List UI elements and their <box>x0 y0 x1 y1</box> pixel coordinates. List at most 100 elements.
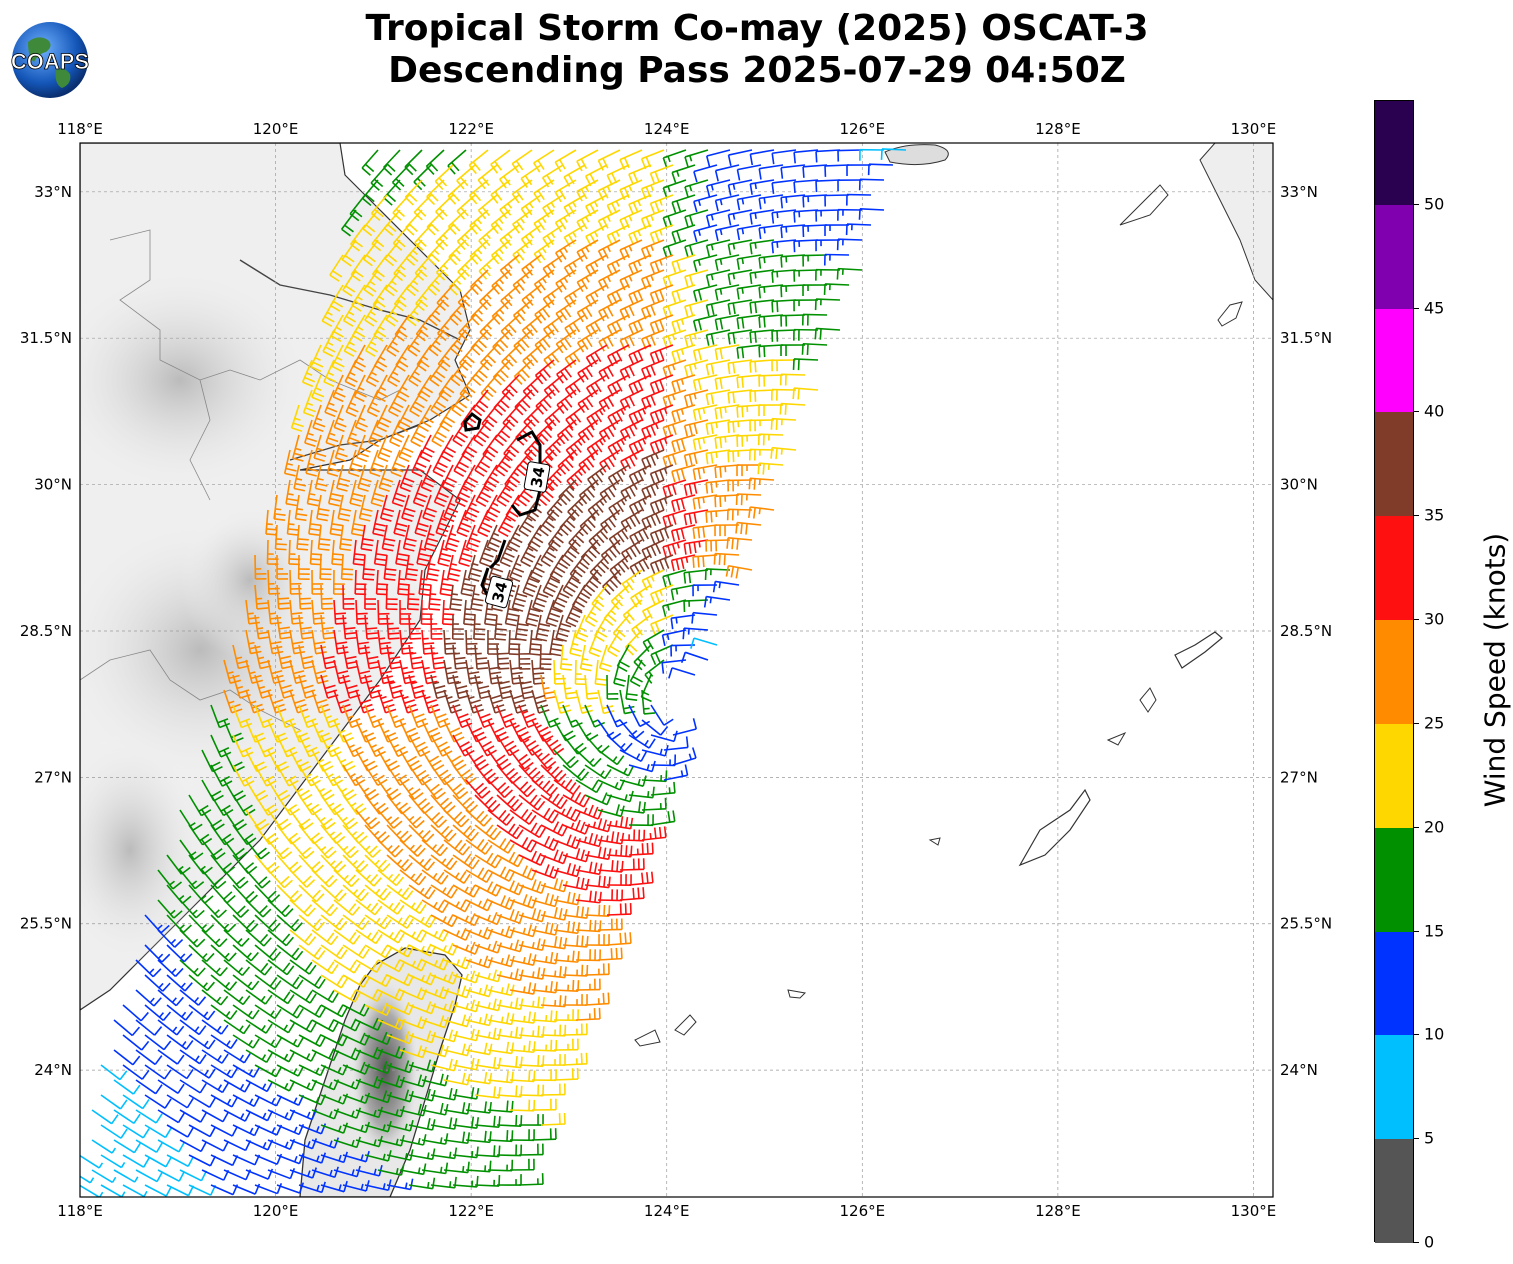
wind-barb <box>397 569 401 594</box>
wind-barb-feather <box>399 830 409 840</box>
wind-barb-half-feather <box>327 371 334 376</box>
wind-barb <box>267 689 277 713</box>
wind-barb <box>580 539 599 558</box>
wind-barb-feather <box>312 918 322 928</box>
wind-barb <box>629 494 652 507</box>
wind-barb <box>298 644 305 669</box>
wind-barb-feather <box>293 650 306 655</box>
wind-barb <box>555 179 577 194</box>
wind-barb-half-feather <box>329 462 337 466</box>
wind-barb <box>381 524 388 549</box>
wind-barb-feather <box>501 762 512 771</box>
wind-barb-feather <box>582 588 593 597</box>
wind-barb <box>565 374 586 390</box>
wind-barb-feather <box>611 732 622 741</box>
wind-barb <box>474 644 478 669</box>
wind-barb <box>728 329 753 335</box>
wind-barb-feather <box>558 879 564 891</box>
wind-barb-half-feather <box>537 752 543 758</box>
wind-barb <box>289 809 305 830</box>
wind-barb <box>706 299 731 306</box>
wind-barb <box>641 239 665 250</box>
wind-barb <box>509 899 533 909</box>
wind-barb-feather <box>418 875 427 886</box>
wind-barb-feather <box>518 529 529 537</box>
wind-barb <box>606 913 632 916</box>
wind-barb-feather <box>599 530 609 540</box>
wind-barb-feather <box>754 302 758 314</box>
wind-barb-feather <box>591 780 599 791</box>
wind-barb-half-feather <box>464 886 469 893</box>
wind-barb <box>298 614 303 639</box>
wind-barb-feather <box>556 373 564 384</box>
wind-barb-half-feather <box>307 432 314 436</box>
wind-barb <box>598 209 621 222</box>
wind-barb-feather <box>311 860 321 870</box>
wind-barb-feather <box>563 730 574 738</box>
wind-barb <box>586 404 608 419</box>
wind-barb-feather <box>330 775 341 783</box>
wind-barb-feather <box>547 617 559 623</box>
wind-barb <box>188 1004 209 1021</box>
wind-barb-feather <box>467 446 478 454</box>
wind-barb-half-feather <box>737 421 740 428</box>
wind-barb-feather <box>468 506 480 514</box>
wind-barb-feather <box>557 823 564 835</box>
wind-barb-half-feather <box>689 155 693 162</box>
wind-barb-half-feather <box>455 279 462 285</box>
wind-barb-feather <box>632 887 635 900</box>
wind-barb-feather <box>445 547 457 552</box>
wind-barb-feather <box>736 347 740 359</box>
wind-barb <box>364 914 386 930</box>
wind-barb-half-feather <box>419 548 427 551</box>
wind-barb-feather <box>564 297 572 308</box>
wind-barb-half-feather <box>710 274 714 281</box>
wind-barb-feather <box>291 612 303 615</box>
wind-barb <box>641 149 665 160</box>
wind-barb-feather <box>266 861 277 871</box>
wind-barb-feather <box>691 747 697 759</box>
wind-barb-feather <box>219 775 231 783</box>
wind-barb-feather <box>578 794 586 805</box>
wind-barb <box>662 359 687 369</box>
wind-barb <box>320 614 325 639</box>
wind-barb-feather <box>697 349 702 361</box>
wind-barb <box>469 179 489 197</box>
wind-barb-feather <box>262 908 272 918</box>
wind-barb <box>333 989 356 1003</box>
wind-barb <box>449 584 454 609</box>
wind-barb-feather <box>362 578 375 581</box>
wind-barb-half-feather <box>410 652 417 655</box>
wind-barb-feather <box>494 191 503 201</box>
wind-barb-feather <box>588 651 600 658</box>
wind-barb <box>518 734 533 756</box>
wind-barb-feather <box>697 379 702 391</box>
wind-barb <box>621 539 643 554</box>
wind-barb <box>629 554 652 568</box>
wind-barb-feather <box>573 473 583 484</box>
wind-barb <box>512 179 533 195</box>
wind-barb-feather <box>428 317 438 327</box>
wind-barb-feather <box>467 476 479 484</box>
wind-barb-feather <box>372 532 384 537</box>
wind-barb-feather <box>615 351 623 362</box>
wind-barb-feather <box>509 414 519 424</box>
wind-barb-feather <box>198 804 209 812</box>
wind-barb-feather <box>397 593 409 596</box>
wind-barb-feather <box>469 941 476 953</box>
wind-barb-feather <box>693 482 698 494</box>
wind-barb-feather <box>415 741 426 749</box>
wind-barb <box>794 387 819 391</box>
wind-barb-half-feather <box>430 593 437 596</box>
wind-barb-feather <box>485 618 497 622</box>
wind-barb-feather <box>332 558 344 561</box>
wind-barb-feather <box>523 490 533 499</box>
wind-barb <box>399 929 422 943</box>
wind-barb <box>522 344 542 362</box>
wind-barb <box>802 254 828 257</box>
wind-barb <box>815 149 841 153</box>
wind-barb <box>606 764 629 777</box>
wind-barb-half-feather <box>513 501 520 507</box>
wind-barb-feather <box>375 802 386 811</box>
wind-barb <box>361 149 379 169</box>
